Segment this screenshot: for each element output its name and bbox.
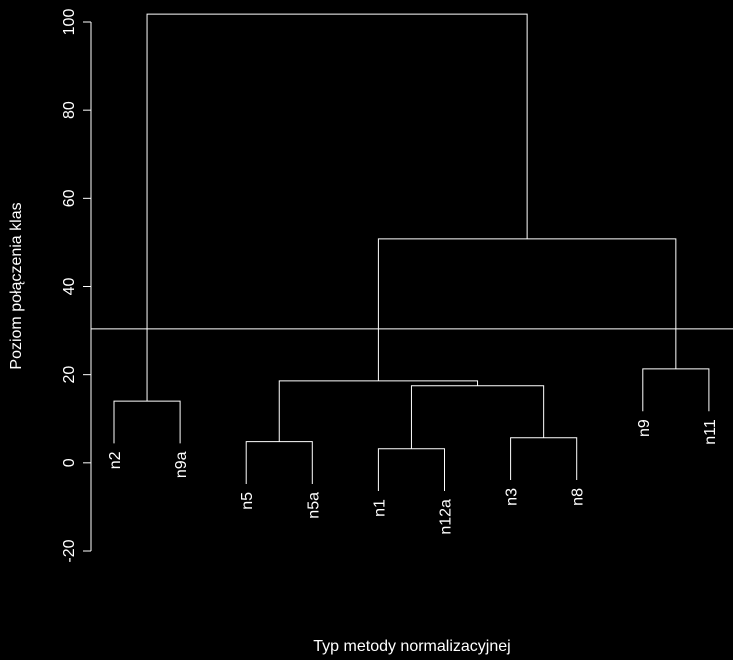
leaf-label: n9 (636, 419, 653, 437)
merge-link (278, 380, 479, 442)
leaf-label: n11 (702, 419, 719, 445)
y-tick-label: 80 (61, 101, 78, 119)
x-axis-label: Typ metody normalizacyjnej (313, 638, 510, 655)
y-tick-label: 40 (61, 278, 78, 296)
leaf-label: n5a (305, 492, 322, 519)
merge-link (146, 13, 528, 402)
leaf-label: n5 (239, 492, 256, 510)
leaf-label: n12a (438, 499, 455, 535)
leaf-label: n8 (570, 488, 587, 506)
merge-link (113, 400, 181, 444)
merge-link (510, 437, 578, 481)
merge-link (642, 368, 710, 412)
merge-link (410, 385, 545, 449)
leaf-label: n1 (371, 499, 388, 517)
y-tick-label: 0 (61, 458, 78, 467)
y-tick-label: 100 (61, 9, 78, 36)
leaf-label: n9a (173, 451, 190, 478)
merge-link (377, 238, 677, 381)
merge-link (245, 441, 313, 484)
leaf-label: n3 (504, 488, 521, 506)
y-tick-label: 60 (61, 189, 78, 207)
y-tick-label: 20 (61, 366, 78, 384)
y-axis-label: Poziom połączenia klas (8, 202, 25, 369)
merge-link (377, 448, 445, 492)
y-tick-label: -20 (61, 539, 78, 562)
leaf-label: n2 (107, 451, 124, 469)
